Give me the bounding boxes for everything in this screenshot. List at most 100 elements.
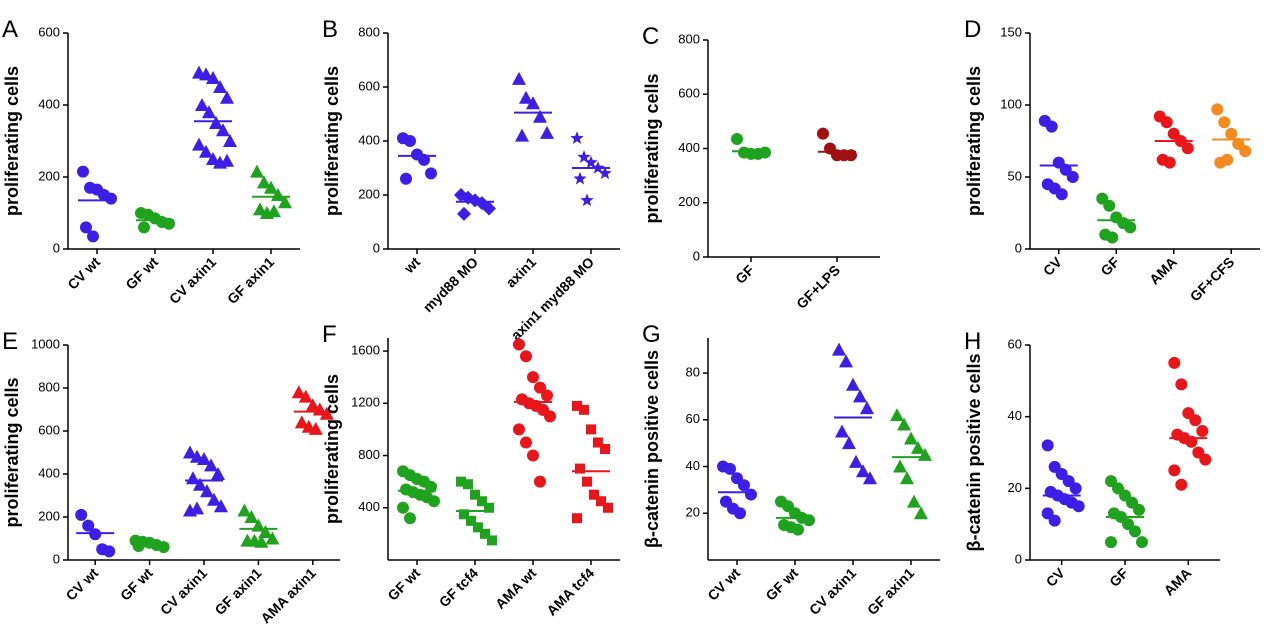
data-point: [264, 180, 278, 194]
data-point: [897, 417, 911, 431]
data-point: [1160, 116, 1173, 129]
y-axis-label: proliferating cells: [2, 66, 22, 216]
data-point: [534, 475, 546, 488]
y-axis-label: proliferating cells: [322, 374, 342, 524]
data-point: [1175, 478, 1188, 491]
data-point: [586, 424, 596, 435]
y-tick-label: 0: [1015, 551, 1022, 566]
data-point: [1124, 221, 1137, 234]
y-tick-label: 800: [358, 447, 380, 462]
data-point: [839, 354, 853, 368]
data-point: [1189, 414, 1202, 427]
data-point: [911, 440, 925, 454]
x-tick-label: CV wt: [64, 254, 103, 293]
y-tick-label: 60: [686, 411, 700, 426]
data-point: [1055, 188, 1068, 201]
data-point: [846, 377, 860, 391]
data-point: [265, 531, 280, 545]
data-point: [199, 144, 213, 158]
data-point: [220, 153, 234, 167]
data-point: [853, 389, 867, 403]
y-tick-label: 50: [1008, 168, 1022, 183]
data-point: [526, 96, 540, 110]
y-axis-label: proliferating cells: [2, 377, 22, 527]
data-point: [600, 444, 610, 454]
data-point: [817, 127, 829, 140]
x-tick-label: GF tcf4: [436, 565, 482, 611]
x-tick-label: CV axin1: [166, 254, 219, 307]
data-point: [1181, 142, 1194, 155]
data-point: [1106, 231, 1119, 244]
data-point: [580, 193, 594, 207]
panel-label: G: [642, 321, 661, 348]
data-point: [1133, 503, 1145, 516]
y-tick-label: 20: [1008, 480, 1022, 495]
y-tick-label: 1600: [351, 342, 380, 357]
y-tick-label: 60: [1008, 336, 1022, 351]
y-tick-label: 200: [358, 186, 380, 201]
data-point: [856, 464, 870, 478]
panel-label: C: [642, 23, 659, 50]
data-point: [254, 534, 269, 548]
y-axis-label: proliferating cells: [322, 66, 342, 216]
y-axis-label: β-catenin positive cells: [964, 353, 984, 551]
data-point: [206, 152, 220, 165]
data-point: [206, 71, 220, 84]
panel-label: A: [2, 16, 18, 43]
data-point: [900, 471, 914, 485]
data-point: [1221, 153, 1234, 166]
data-point: [579, 404, 589, 415]
x-tick-label: CV axin1: [157, 565, 210, 618]
y-tick-label: 800: [38, 379, 60, 394]
y-tick-label: 100: [1000, 96, 1022, 111]
data-point: [425, 167, 437, 180]
panel-label: F: [322, 321, 337, 348]
x-tick-label: GF wt: [117, 565, 156, 604]
x-tick-label: GF: [1106, 564, 1131, 589]
data-point: [482, 201, 496, 216]
data-point: [1045, 120, 1058, 133]
data-point: [904, 431, 918, 445]
y-tick-label: 800: [678, 31, 700, 46]
data-point: [404, 135, 416, 147]
data-point: [397, 501, 409, 514]
x-tick-label: wt: [400, 254, 423, 277]
x-tick-label: CV wt: [63, 565, 102, 604]
data-point: [515, 128, 529, 142]
x-tick-label: GF wt: [122, 254, 161, 293]
y-tick-label: 800: [358, 24, 380, 39]
data-point: [527, 449, 539, 462]
y-tick-label: 40: [686, 458, 700, 473]
y-tick-label: 200: [38, 168, 60, 183]
data-point: [1129, 525, 1141, 538]
data-point: [519, 90, 533, 104]
data-point: [573, 171, 587, 185]
data-point: [183, 445, 197, 459]
x-tick-label: GF+LPS: [793, 262, 843, 312]
data-point: [527, 371, 539, 384]
data-point: [278, 195, 292, 209]
data-point: [305, 398, 320, 412]
data-point: [513, 338, 525, 351]
data-point: [584, 155, 598, 169]
data-point: [598, 166, 612, 180]
x-tick-label: GF wt: [762, 565, 801, 604]
data-point: [192, 137, 206, 151]
data-point: [1199, 453, 1212, 466]
data-point: [759, 146, 771, 159]
data-point: [1239, 145, 1252, 158]
y-tick-label: 400: [358, 132, 380, 147]
data-point: [512, 71, 526, 85]
data-point: [457, 206, 471, 221]
data-point: [1163, 156, 1176, 169]
data-point: [1218, 116, 1231, 129]
data-point: [237, 503, 252, 517]
data-point: [199, 67, 213, 81]
x-tick-label: axin1: [502, 254, 539, 291]
y-tick-label: 80: [686, 364, 700, 379]
data-point: [1066, 171, 1079, 183]
data-point: [404, 512, 416, 525]
x-tick-label: AMA tcf4: [543, 565, 597, 619]
x-tick-label: CV axin1: [806, 565, 859, 618]
y-tick-label: 600: [678, 86, 700, 101]
